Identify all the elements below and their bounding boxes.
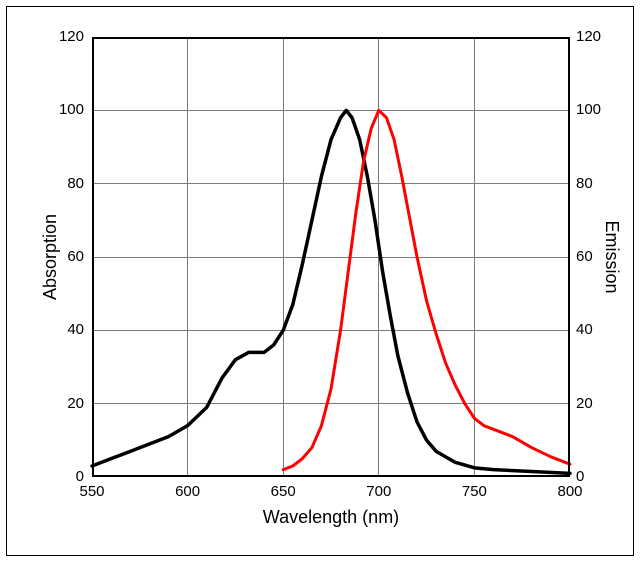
y-left-axis-title: Absorption: [40, 197, 61, 317]
chart-curves: [92, 37, 570, 477]
y-right-tick-label: 60: [576, 248, 593, 265]
x-tick-label: 750: [462, 483, 487, 500]
y-right-tick-label: 100: [576, 101, 601, 118]
y-left-tick-label: 80: [67, 175, 84, 192]
x-tick-label: 700: [366, 483, 391, 500]
y-right-tick-label: 80: [576, 175, 593, 192]
x-tick-label: 550: [79, 483, 104, 500]
plot-area: [92, 37, 570, 477]
y-left-tick-label: 60: [67, 248, 84, 265]
y-left-tick-label: 100: [59, 101, 84, 118]
y-right-tick-label: 20: [576, 395, 593, 412]
y-left-tick-label: 0: [76, 468, 84, 485]
x-axis-title: Wavelength (nm): [241, 507, 421, 528]
y-right-tick-label: 40: [576, 321, 593, 338]
y-left-tick-label: 20: [67, 395, 84, 412]
y-left-tick-label: 120: [59, 28, 84, 45]
y-left-tick-label: 40: [67, 321, 84, 338]
absorption-curve: [92, 110, 570, 473]
x-tick-label: 600: [175, 483, 200, 500]
y-right-tick-label: 120: [576, 28, 601, 45]
y-right-axis-title: Emission: [601, 207, 622, 307]
x-tick-label: 650: [271, 483, 296, 500]
y-right-tick-label: 0: [576, 468, 584, 485]
outer-frame: Wavelength (nm) Absorption Emission 550 6…: [6, 6, 634, 556]
x-tick-label: 800: [557, 483, 582, 500]
